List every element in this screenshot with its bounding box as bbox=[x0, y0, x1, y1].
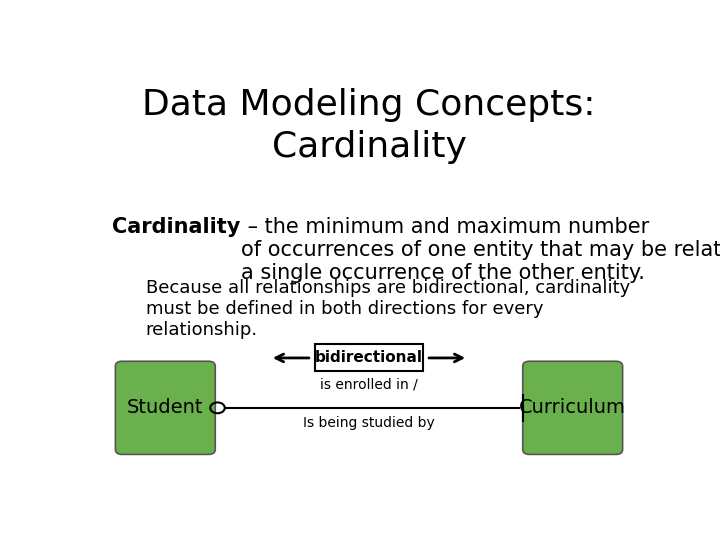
FancyBboxPatch shape bbox=[115, 361, 215, 454]
FancyBboxPatch shape bbox=[523, 361, 623, 454]
Text: Because all relationships are bidirectional, cardinality
must be defined in both: Because all relationships are bidirectio… bbox=[145, 279, 630, 339]
Text: bidirectional: bidirectional bbox=[315, 350, 423, 366]
Text: Cardinality: Cardinality bbox=[112, 217, 240, 237]
Text: – the minimum and maximum number
of occurrences of one entity that may be relate: – the minimum and maximum number of occu… bbox=[240, 217, 720, 283]
Text: Student: Student bbox=[127, 399, 204, 417]
Text: Is being studied by: Is being studied by bbox=[303, 416, 435, 430]
Text: Data Modeling Concepts:
Cardinality: Data Modeling Concepts: Cardinality bbox=[143, 87, 595, 164]
Text: is enrolled in /: is enrolled in / bbox=[320, 377, 418, 391]
Text: Curriculum: Curriculum bbox=[519, 399, 626, 417]
FancyBboxPatch shape bbox=[315, 345, 423, 372]
